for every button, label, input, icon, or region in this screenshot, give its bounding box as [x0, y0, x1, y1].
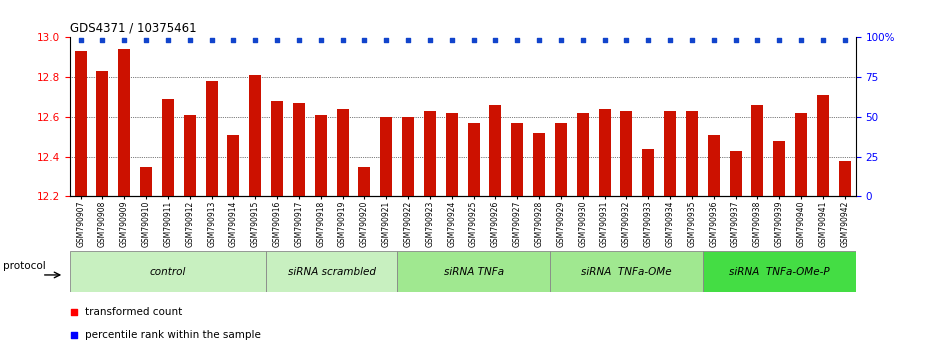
Point [728, 37, 743, 43]
Point [161, 37, 176, 43]
Point [576, 37, 591, 43]
Point [793, 37, 808, 43]
Bar [729, 151, 741, 196]
Bar [249, 75, 261, 196]
Bar [533, 133, 545, 196]
Bar [70, 251, 266, 292]
Text: control: control [150, 267, 186, 277]
Point [335, 37, 350, 43]
Bar [512, 123, 524, 196]
Point [67, 309, 82, 315]
Bar [314, 115, 326, 196]
Bar [358, 167, 370, 196]
Point [95, 37, 110, 43]
Bar [380, 117, 392, 196]
Bar [577, 113, 589, 196]
Bar [424, 111, 436, 196]
Bar [228, 135, 239, 196]
Bar [118, 49, 130, 196]
Point [532, 37, 547, 43]
Point [73, 37, 88, 43]
Bar [817, 95, 829, 196]
Bar [468, 123, 480, 196]
Bar [664, 111, 676, 196]
Point [619, 37, 634, 43]
Point [553, 37, 568, 43]
Bar [555, 123, 567, 196]
Bar [337, 109, 349, 196]
Point [357, 37, 372, 43]
Point [816, 37, 830, 43]
Point [706, 37, 721, 43]
Point [139, 37, 153, 43]
Point [662, 37, 677, 43]
Bar [402, 117, 414, 196]
Bar [266, 251, 397, 292]
Point [488, 37, 503, 43]
Bar [445, 113, 458, 196]
Point [445, 37, 459, 43]
Bar [703, 251, 856, 292]
Bar [206, 81, 218, 196]
Point [379, 37, 393, 43]
Bar [773, 141, 785, 196]
Point [313, 37, 328, 43]
Bar [620, 111, 632, 196]
Bar [397, 251, 550, 292]
Point [248, 37, 263, 43]
Point [182, 37, 197, 43]
Bar [272, 101, 283, 196]
Point [205, 37, 219, 43]
Point [510, 37, 525, 43]
Bar [795, 113, 807, 196]
Point [226, 37, 241, 43]
Point [291, 37, 306, 43]
Text: siRNA  TNFa-OMe-P: siRNA TNFa-OMe-P [729, 267, 830, 277]
Point [466, 37, 481, 43]
Text: GDS4371 / 10375461: GDS4371 / 10375461 [70, 22, 196, 35]
Text: siRNA TNFa: siRNA TNFa [444, 267, 504, 277]
Bar [643, 149, 654, 196]
Bar [489, 105, 501, 196]
Bar [686, 111, 698, 196]
Bar [74, 51, 86, 196]
Text: transformed count: transformed count [86, 307, 182, 318]
Bar [839, 161, 851, 196]
Point [270, 37, 285, 43]
Bar [97, 71, 109, 196]
Point [684, 37, 699, 43]
Bar [162, 99, 174, 196]
Text: protocol: protocol [4, 261, 46, 270]
Bar [140, 167, 153, 196]
Point [772, 37, 787, 43]
Text: percentile rank within the sample: percentile rank within the sample [86, 330, 261, 341]
Point [641, 37, 656, 43]
Text: siRNA scrambled: siRNA scrambled [287, 267, 376, 277]
Point [597, 37, 612, 43]
Point [401, 37, 416, 43]
Bar [184, 115, 196, 196]
Point [750, 37, 764, 43]
Bar [293, 103, 305, 196]
Bar [599, 109, 611, 196]
Bar [751, 105, 764, 196]
Point [422, 37, 437, 43]
Point [837, 37, 852, 43]
Bar [708, 135, 720, 196]
Point [117, 37, 132, 43]
Text: siRNA  TNFa-OMe: siRNA TNFa-OMe [581, 267, 671, 277]
Bar [550, 251, 703, 292]
Point [67, 333, 82, 338]
